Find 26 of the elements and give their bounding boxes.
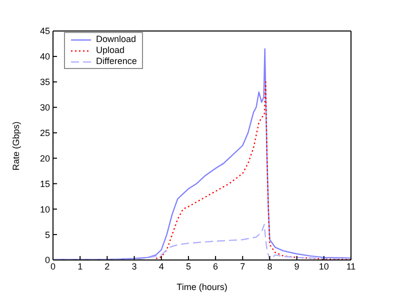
y-tick-label: 45 [40,26,50,36]
y-tick-label: 15 [40,178,50,189]
y-tick-label: 25 [40,128,50,138]
x-tick-label: 11 [346,261,356,272]
y-tick-label: 10 [40,204,50,214]
x-tick-label: 4 [158,261,164,272]
x-tick-label: 5 [186,261,191,272]
x-tick-label: 2 [104,261,110,272]
x-tick-label: 8 [267,261,272,272]
y-tick-label: 20 [40,153,50,164]
x-axis-title: Time (hours) [176,282,228,292]
legend-label: Difference [96,56,137,67]
y-tick-label: 30 [40,102,50,113]
y-axis-title: Rate (Gbps) [11,121,22,170]
x-tick-label: 6 [213,261,218,272]
x-tick-label: 7 [240,261,246,272]
y-tick-label: 5 [44,230,50,240]
x-tick-label: 3 [132,261,137,272]
y-tick-label: 40 [40,52,50,62]
x-tick-label: 1 [78,261,83,272]
line-series [155,81,352,260]
x-tick-label: 9 [294,261,300,272]
y-tick-label: 35 [40,77,50,88]
legend-label: Upload [96,45,125,56]
legend-label: Download [96,34,136,45]
x-tick-label: 10 [318,261,329,272]
